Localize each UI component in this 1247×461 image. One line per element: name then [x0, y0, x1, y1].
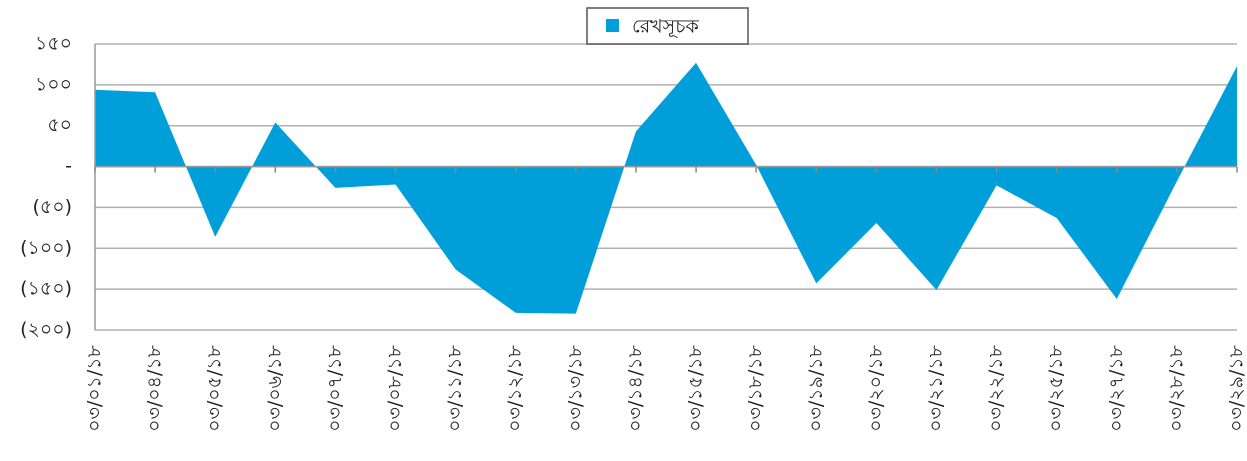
y-tick-label: (১৫০) — [20, 278, 72, 300]
legend-label: রেখসূচক — [632, 16, 699, 38]
x-tick-label: ০৩/০৭/১৮ — [324, 344, 346, 432]
y-tick-label: (৫০) — [32, 196, 72, 218]
y-tick-label: - — [65, 155, 72, 177]
x-tick-label: ০৩/২৭/১৮ — [1105, 344, 1127, 432]
y-tick-label: ১৫০ — [35, 33, 72, 55]
x-tick-label: ০৩/১১/১৮ — [444, 344, 466, 431]
x-tick-label: ০৩/১৫/১৮ — [685, 344, 707, 431]
x-tick-label: ০৩/১২/১৮ — [504, 344, 526, 432]
x-tick-label: ০৩/১৯/১৮ — [805, 344, 827, 431]
x-tick-label: ০৩/০৮/১৮ — [384, 344, 406, 432]
y-tick-label: ৫০ — [47, 114, 72, 136]
x-tick-label: ০৩/২০/১৮ — [865, 344, 887, 432]
area — [95, 62, 1237, 314]
x-tick-label: ০৩/১৩/১৮ — [564, 344, 586, 432]
x-tick-label: ০৩/০৬/১৮ — [264, 344, 286, 432]
x-tick-label: ০৩/১৮/১৮ — [745, 344, 767, 431]
y-tick-label: (২০০) — [20, 319, 72, 341]
x-tick-label: ০৩/০১/১৮ — [84, 344, 106, 432]
legend-swatch — [606, 19, 619, 32]
x-tick-label: ০৩/২২/১৮ — [985, 344, 1007, 432]
y-tick-label: ১০০ — [35, 73, 72, 95]
y-tick-label: (১০০) — [20, 237, 72, 259]
x-tick-label: ০৩/১৪/১৮ — [624, 344, 646, 431]
legend: রেখসূচক — [586, 7, 749, 45]
x-tick-label: ০৩/২৫/১৮ — [1045, 344, 1067, 432]
x-tick-label: ০৩/২৯/১৮ — [1226, 344, 1247, 432]
x-tick-label: ০৩/০৪/১৮ — [144, 344, 166, 432]
x-tick-label: ০৩/২৮/১৮ — [1165, 344, 1187, 432]
x-tick-label: ০৩/২১/১৮ — [925, 344, 947, 432]
x-tick-label: ০৩/০৫/১৮ — [204, 344, 226, 432]
